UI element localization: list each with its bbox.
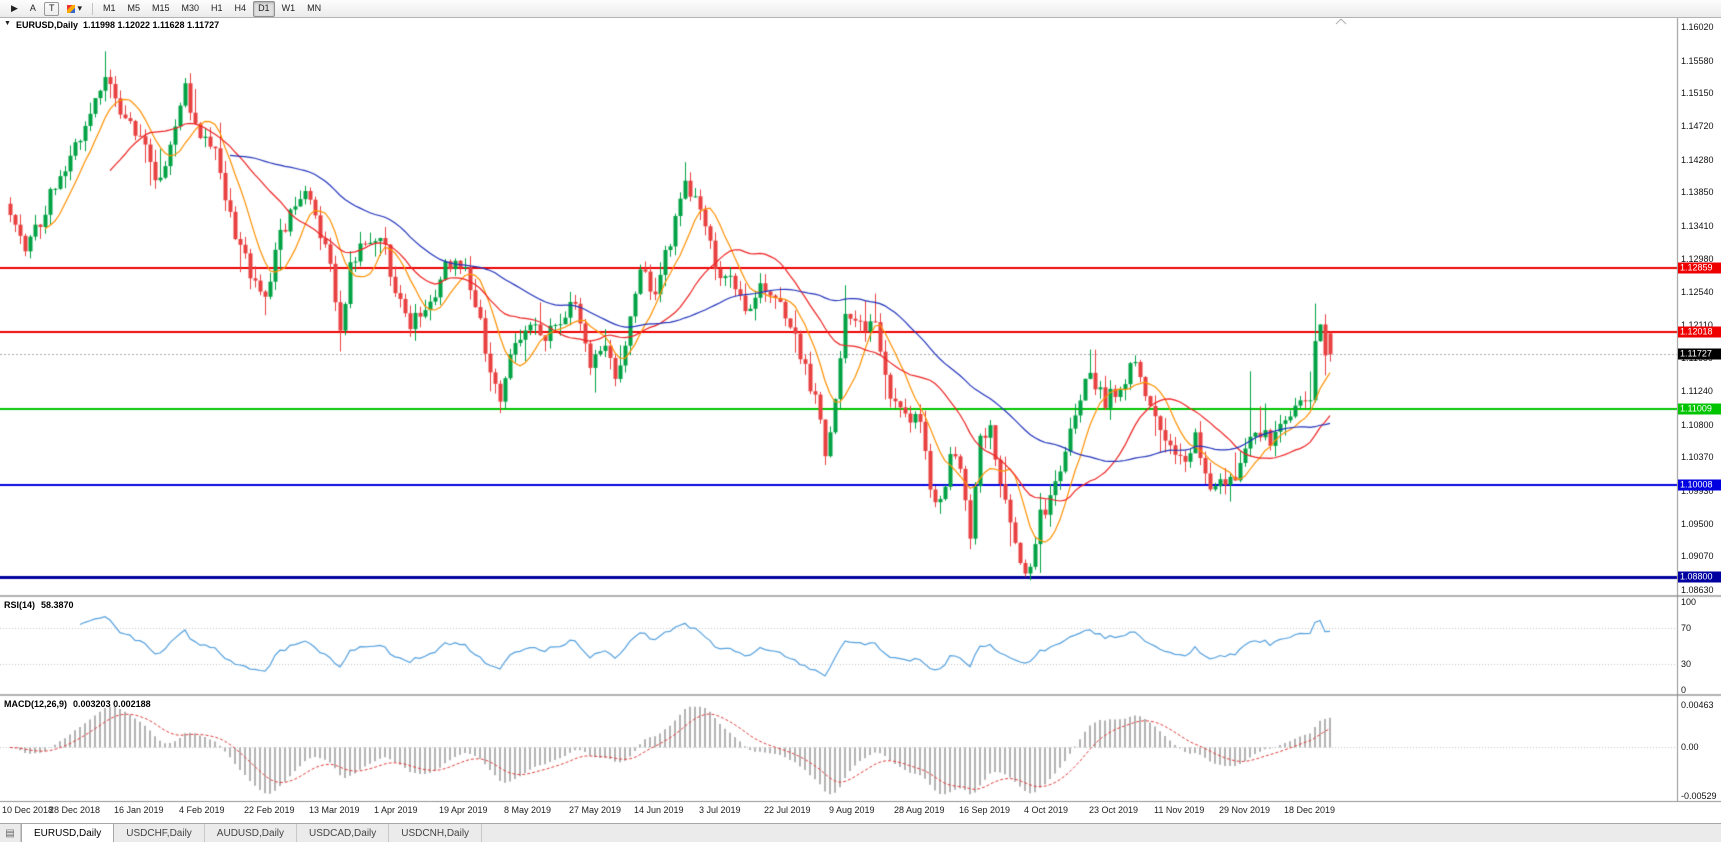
date-label: 3 Jul 2019 [699,805,741,815]
rsi-value: 58.3870 [41,600,74,610]
price-axis-label: 1.12540 [1681,287,1714,298]
chart-title: ▼ EURUSD,Daily 1.11998 1.12022 1.11628 1… [4,20,219,30]
date-label: 8 May 2019 [504,805,552,815]
timeframe-m30-button[interactable]: M30 [181,3,200,13]
current-price-label: 1.11727 [1678,348,1721,360]
date-label: 4 Feb 2019 [179,805,225,815]
price-axis-label: 1.08630 [1681,585,1714,595]
colors-swatch-icon [67,4,76,13]
timeframe-mn-button[interactable]: MN [307,3,322,13]
rsi-axis-label: 100 [1681,597,1697,607]
price-axis-label: 1.09930 [1681,485,1714,496]
rsi-axis-label: 0 [1681,685,1687,695]
price-axis-label: 1.13850 [1681,187,1714,198]
date-label: 28 Aug 2019 [894,805,945,815]
date-label: 22 Jul 2019 [764,805,811,815]
level-price-label: 1.12018 [1678,326,1721,338]
macd-name: MACD(12,26,9) [4,699,68,709]
price-axis-label: 1.14280 [1681,154,1714,165]
dropdown-caret-icon: ▾ [77,3,82,13]
timeframe-m1-button[interactable]: M1 [102,3,116,13]
price-chart-canvas[interactable] [0,18,1721,823]
level-price-label: 1.10008 [1678,479,1721,491]
level-price-label: 1.12859 [1678,262,1721,274]
macd-axis-label: 0.00463 [1681,700,1714,710]
toolbar: ▶ A T ▾ M1 M5 M15 M30 H1 H4 D1 W1 MN [0,0,1721,18]
arrow-label-tool[interactable]: A [29,3,36,13]
price-axis-label: 1.12110 [1681,319,1713,330]
date-label: 16 Jan 2019 [114,805,164,815]
collapse-chart-icon[interactable]: ▼ [4,20,11,27]
date-label: 29 Nov 2019 [1219,805,1271,815]
tab-usdcnh[interactable]: USDCNH,Daily [389,824,483,842]
price-axis-label: 1.14720 [1681,121,1714,132]
date-label: 1 Apr 2019 [374,805,418,815]
chart-symbol-label: EURUSD,Daily [15,20,78,30]
timeframe-h4-button[interactable]: H4 [234,3,247,13]
colors-tool[interactable]: ▾ [62,1,87,17]
tab-eurusd[interactable]: EURUSD,Daily [21,824,115,842]
date-label: 18 Dec 2019 [1284,805,1336,815]
cursor-tool-icon[interactable]: ▶ [11,3,18,13]
price-axis-label: 1.12980 [1681,253,1714,264]
date-label: 27 May 2019 [569,805,622,815]
price-axis-label: 1.13410 [1681,220,1714,231]
timeframe-m15-button[interactable]: M15 [152,3,170,13]
date-label: 9 Aug 2019 [829,805,875,815]
timeframe-d1-button[interactable]: D1 [253,0,275,17]
tab-audusd[interactable]: AUDUSD,Daily [205,824,298,842]
macd-axis-label: 0.00 [1681,742,1699,753]
date-label: 11 Nov 2019 [1154,805,1205,815]
date-label: 10 Dec 2018 [2,805,54,815]
chart-panel: ▼ EURUSD,Daily 1.11998 1.12022 1.11628 1… [0,18,1721,823]
date-label: 4 Oct 2019 [1024,805,1069,815]
price-axis-label: 1.10800 [1681,419,1714,430]
timeframe-h1-button[interactable]: H1 [211,3,223,13]
macd-values: 0.003203 0.002188 [73,699,151,709]
price-axis-label: 1.15150 [1681,88,1714,99]
price-axis-label: 1.09070 [1681,551,1714,562]
level-price-label: 1.11009 [1678,403,1721,415]
level-price-label: 1.08800 [1678,571,1721,583]
price-axis-label: 1.10370 [1681,452,1714,463]
text-tool[interactable]: T [43,1,60,16]
tab-usdcad[interactable]: USDCAD,Daily [297,824,390,842]
date-label: 23 Oct 2019 [1089,805,1139,815]
date-label: 19 Apr 2019 [439,805,488,815]
date-label: 22 Feb 2019 [244,805,295,815]
price-axis-label: 1.11240 [1681,386,1713,397]
rsi-axis-label: 70 [1681,623,1692,634]
rsi-name: RSI(14) [4,600,36,610]
chart-list-icon: ▤ [0,824,21,842]
date-label: 14 Jun 2019 [634,805,684,815]
price-axis-label: 1.09500 [1681,518,1714,529]
chart-tabs-bar: ▤ EURUSD,Daily USDCHF,Daily AUDUSD,Daily USD… [0,823,1721,842]
tab-usdchf[interactable]: USDCHF,Daily [114,824,205,842]
date-label: 13 Mar 2019 [309,805,360,815]
timeframe-m5-button[interactable]: M5 [127,3,140,13]
rsi-title: RSI(14) 58.3870 [4,600,74,610]
timeframe-w1-button[interactable]: W1 [281,3,296,13]
macd-title: MACD(12,26,9) 0.003203 0.002188 [4,699,151,709]
rsi-axis-label: 30 [1681,658,1692,669]
toolbar-separator [91,2,93,15]
chart-quote-values: 1.11998 1.12022 1.11628 1.11727 [82,20,220,30]
date-label: 28 Dec 2018 [49,805,101,815]
price-axis-label: 1.15580 [1681,55,1714,66]
price-axis-label: 1.16020 [1681,22,1714,32]
date-label: 16 Sep 2019 [959,805,1011,815]
macd-axis-label: -0.00529 [1681,791,1717,801]
